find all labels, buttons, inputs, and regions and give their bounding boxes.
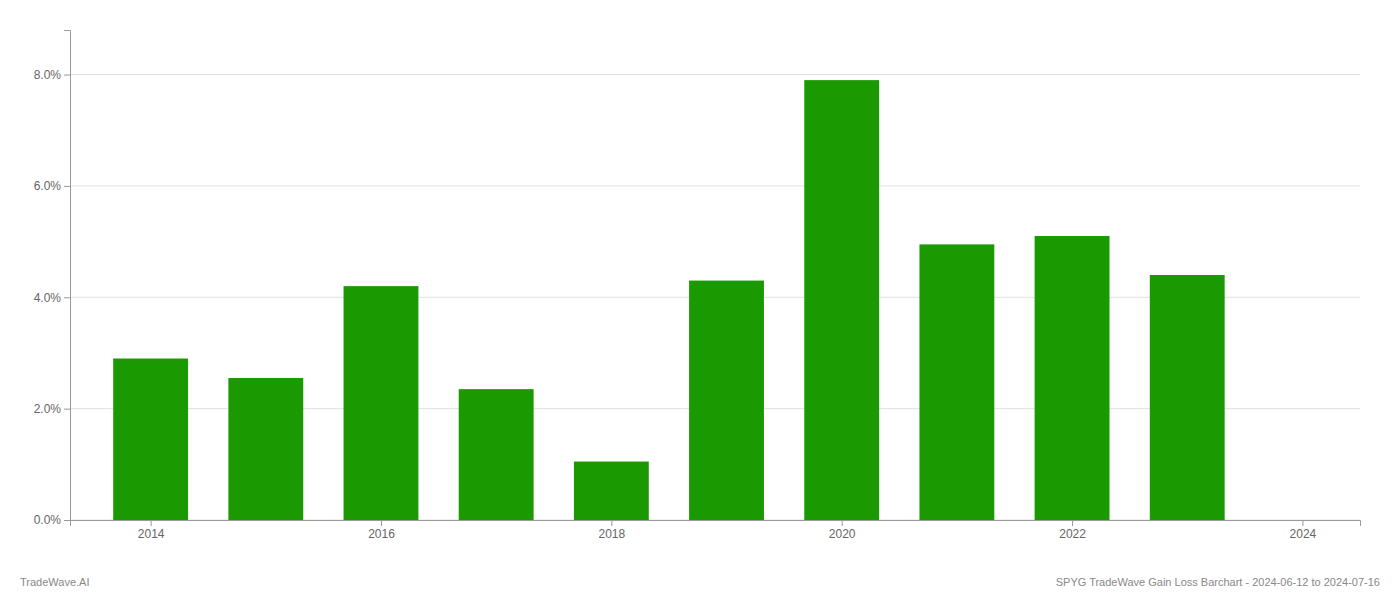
y-tick: 8.0%: [34, 68, 70, 82]
x-tick-label: 2022: [1059, 527, 1086, 541]
bar: [228, 378, 303, 520]
y-tick-mark: [64, 75, 70, 76]
plot: 2014 2016 2018 2020 2022 2024 0.0% 2.0% 4.0% 6.0%…: [34, 31, 1361, 541]
bar: [574, 462, 649, 520]
bar: [1035, 236, 1110, 520]
y-tick-label: 6.0%: [34, 179, 62, 193]
x-tick-mark: [381, 520, 382, 526]
y-axis-line: [64, 31, 71, 521]
footer-left: TradeWave.AI: [20, 576, 90, 588]
bar: [919, 244, 994, 520]
y-tick: 0.0%: [34, 513, 70, 527]
bars: [113, 80, 1224, 520]
bar: [459, 389, 534, 520]
x-tick: 2022: [1059, 520, 1086, 541]
bar: [344, 286, 419, 520]
x-tick-mark: [611, 520, 612, 526]
y-tick: 6.0%: [34, 179, 70, 193]
x-tick-label: 2016: [368, 527, 395, 541]
y-tick-label: 0.0%: [34, 513, 62, 527]
x-tick-label: 2018: [598, 527, 625, 541]
x-tick-label: 2014: [138, 527, 165, 541]
x-tick-label: 2020: [829, 527, 856, 541]
bar: [1150, 275, 1225, 520]
grid: [70, 75, 1360, 520]
bar: [113, 359, 188, 520]
x-tick-mark: [842, 520, 843, 526]
x-tick-mark: [1302, 520, 1303, 526]
grid-line: [70, 185, 1360, 186]
x-tick: 2016: [368, 520, 395, 541]
y-tick-mark: [64, 520, 70, 521]
footer-right: SPYG TradeWave Gain Loss Barchart - 2024…: [1056, 576, 1380, 588]
x-tick-mark: [1072, 520, 1073, 526]
x-tick: 2014: [138, 520, 165, 541]
chart: 2014 2016 2018 2020 2022 2024 0.0% 2.0% 4.0% 6.0%…: [0, 0, 1400, 600]
bar: [804, 80, 879, 520]
y-tick-mark: [64, 297, 70, 298]
x-tick: 2024: [1290, 520, 1317, 541]
y-tick-mark: [64, 409, 70, 410]
y-tick-mark: [64, 186, 70, 187]
y-tick: 2.0%: [34, 402, 70, 416]
y-tick-label: 2.0%: [34, 402, 62, 416]
x-tick-mark: [151, 520, 152, 526]
x-tick: 2018: [598, 520, 625, 541]
y-axis: 0.0% 2.0% 4.0% 6.0% 8.0%: [34, 31, 71, 528]
y-tick-label: 4.0%: [34, 291, 62, 305]
y-tick: 4.0%: [34, 291, 70, 305]
grid-line: [70, 74, 1360, 75]
x-axis: 2014 2016 2018 2020 2022 2024: [71, 520, 1361, 541]
x-tick: 2020: [829, 520, 856, 541]
y-tick-label: 8.0%: [34, 68, 62, 82]
x-tick-label: 2024: [1290, 527, 1317, 541]
x-axis-line: [71, 521, 1361, 527]
footer: TradeWave.AI SPYG TradeWave Gain Loss Bar…: [20, 576, 1380, 588]
bar: [689, 281, 764, 520]
